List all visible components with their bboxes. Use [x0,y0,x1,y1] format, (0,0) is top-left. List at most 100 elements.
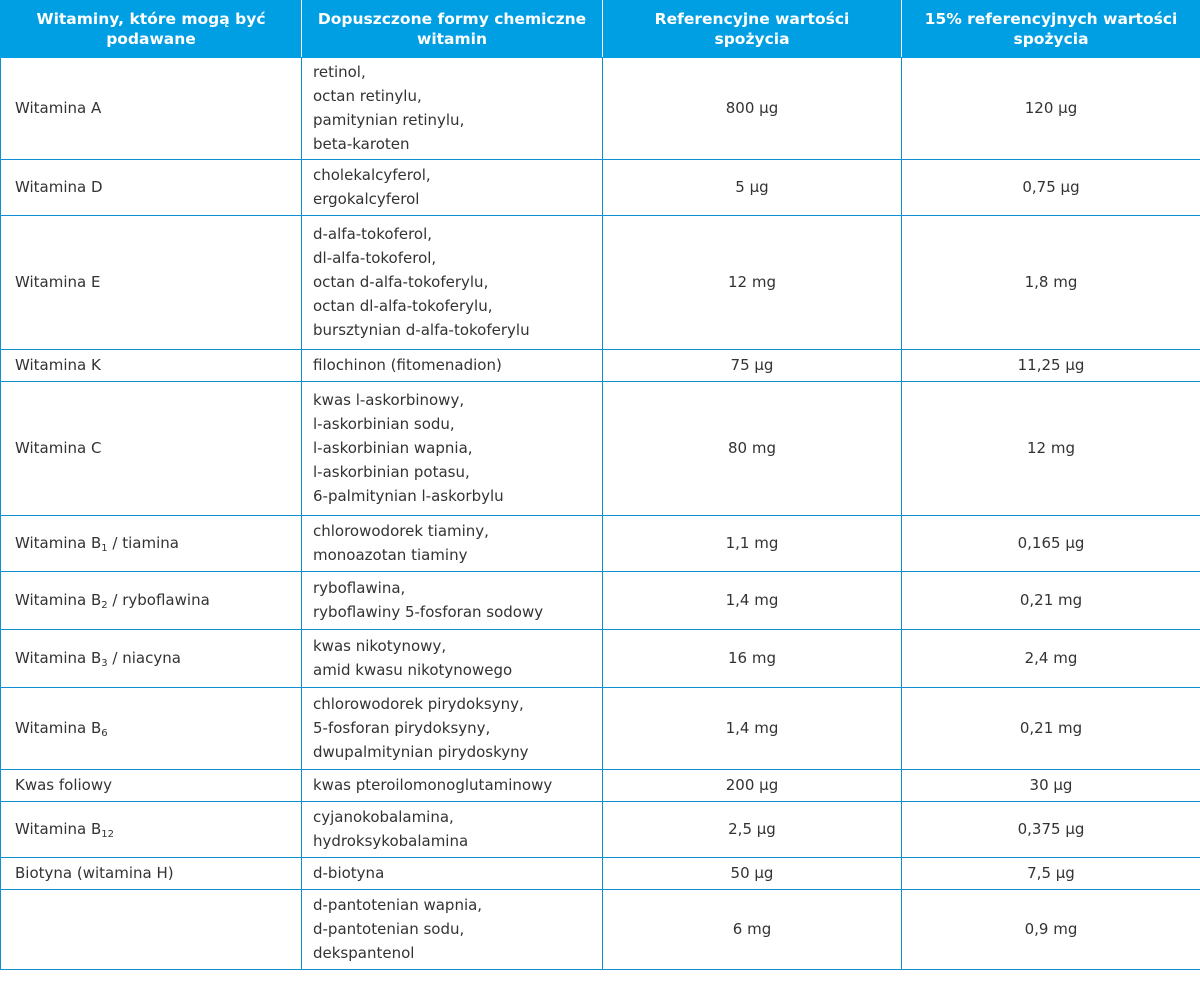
reference-intake-15-value: 12 mg [901,381,1200,516]
reference-intake-value: 2,5 µg [602,801,902,858]
reference-intake-value: 5 µg [602,159,902,216]
vitamin-name-cell: Witamina B12 [0,801,302,858]
chemical-form: chlorowodorek tiaminy, [313,522,489,540]
table-row: Witamina B3 / niacyna kwas nikotynowy, ami… [0,629,1200,688]
reference-intake-value: 800 µg [602,57,902,160]
chemical-form: ryboflawina, [313,579,406,597]
reference-intake-15-value: 0,21 mg [901,687,1200,770]
vitamin-name-cell: Kwas foliowy [0,769,302,802]
table-row: d-pantotenian wapnia, d-pantotenian sodu,… [0,889,1200,970]
chemical-form: 6-palmitynian l-askorbylu [313,487,504,505]
reference-intake-15-value: 0,75 µg [901,159,1200,216]
vitamin-name-subscript: 12 [101,829,115,840]
chemical-forms-cell: chlorowodorek tiaminy, monoazotan tiaminy [301,515,603,572]
vitamin-name-cell: Witamina B6 [0,687,302,770]
vitamin-name: Witamina C [15,439,102,457]
table-row: Witamina C kwas l-askorbinowy, l-askorbini… [0,381,1200,516]
table-row: Witamina B2 / ryboflawina ryboflawina, ryb… [0,571,1200,630]
chemical-form: 5-fosforan pirydoksyny, [313,719,491,737]
vitamin-name: Biotyna (witamina H) [15,864,174,882]
chemical-form: kwas nikotynowy, [313,637,447,655]
chemical-forms-cell: kwas pteroilomonoglutaminowy [301,769,603,802]
reference-intake-15-value: 30 µg [901,769,1200,802]
reference-intake-15-value: 0,165 µg [901,515,1200,572]
vitamin-name-cell: Witamina B1 / tiamina [0,515,302,572]
chemical-form: octan dl-alfa-tokoferylu, [313,297,493,315]
chemical-form: kwas l-askorbinowy, [313,391,465,409]
table-row: Witamina K filochinon (fitomenadion) 75 µg… [0,349,1200,382]
chemical-form: dl-alfa-tokoferol, [313,249,437,267]
chemical-form: d-alfa-tokoferol, [313,225,433,243]
chemical-form: amid kwasu nikotynowego [313,661,513,679]
chemical-form: octan d-alfa-tokoferylu, [313,273,489,291]
chemical-form: cyjanokobalamina, [313,808,454,826]
vitamin-name-suffix: / niacyna [107,649,181,667]
chemical-form: octan retinylu, [313,87,422,105]
chemical-form: l-askorbinian sodu, [313,415,455,433]
header-chemical-forms: Dopuszczone formy chemiczne witamin [301,0,603,58]
reference-intake-value: 75 µg [602,349,902,382]
header-reference-intake: Referencyjne wartości spożycia [602,0,902,58]
chemical-form: monoazotan tiaminy [313,546,468,564]
chemical-form: kwas pteroilomonoglutaminowy [313,776,553,794]
vitamin-name-cell: Witamina B2 / ryboflawina [0,571,302,630]
vitamin-name-cell: Witamina D [0,159,302,216]
header-vitamin: Witaminy, które mogą być podawane [0,0,302,58]
chemical-forms-cell: retinol, octan retinylu, pamitynian retiny… [301,57,603,160]
vitamin-name-cell: Biotyna (witamina H) [0,857,302,890]
reference-intake-15-value: 0,9 mg [901,889,1200,970]
reference-intake-value: 50 µg [602,857,902,890]
chemical-forms-cell: kwas l-askorbinowy, l-askorbinian sodu, l-… [301,381,603,516]
reference-intake-15-value: 120 µg [901,57,1200,160]
table-row: Witamina A retinol, octan retinylu, pamityn… [0,57,1200,160]
chemical-form: d-pantotenian wapnia, [313,896,483,914]
table-header: Witaminy, które mogą być podawane Dopusz… [0,0,1200,58]
table-row: Kwas foliowy kwas pteroilomonoglutaminowy… [0,769,1200,802]
vitamin-name: Kwas foliowy [15,776,112,794]
chemical-form: d-biotyna [313,864,385,882]
chemical-form: dwupalmitynian pirydoskyny [313,743,529,761]
chemical-form: pamitynian retinylu, [313,111,465,129]
vitamin-name-subscript: 2 [101,600,108,611]
chemical-forms-cell: ryboflawina, ryboflawiny 5-fosforan sodow… [301,571,603,630]
reference-intake-value: 1,4 mg [602,571,902,630]
chemical-forms-cell: kwas nikotynowy, amid kwasu nikotynowego [301,629,603,688]
vitamin-name: Witamina B [15,591,102,609]
vitamin-name-cell: Witamina B3 / niacyna [0,629,302,688]
chemical-forms-cell: d-alfa-tokoferol, dl-alfa-tokoferol, octan… [301,215,603,350]
table-body: Witamina A retinol, octan retinylu, pamityn… [0,57,1200,970]
reference-intake-15-value: 1,8 mg [901,215,1200,350]
chemical-form: chlorowodorek pirydoksyny, [313,695,524,713]
vitamin-name: Witamina E [15,273,101,291]
reference-intake-15-value: 11,25 µg [901,349,1200,382]
table-row: Witamina D cholekalcyferol, ergokalcyferol… [0,159,1200,216]
vitamin-name-cell: Witamina K [0,349,302,382]
vitamin-name: Witamina B [15,649,102,667]
reference-intake-15-value: 2,4 mg [901,629,1200,688]
chemical-form: ryboflawiny 5-fosforan sodowy [313,603,544,621]
chemical-form: l-askorbinian potasu, [313,463,470,481]
chemical-forms-cell: chlorowodorek pirydoksyny, 5-fosforan pir… [301,687,603,770]
chemical-form: cholekalcyferol, [313,166,431,184]
vitamin-name-suffix: / ryboflawina [107,591,210,609]
reference-intake-value: 16 mg [602,629,902,688]
reference-intake-value: 1,1 mg [602,515,902,572]
chemical-form: beta-karoten [313,135,410,153]
chemical-forms-cell: cholekalcyferol, ergokalcyferol [301,159,603,216]
reference-intake-value: 6 mg [602,889,902,970]
chemical-form: l-askorbinian wapnia, [313,439,473,457]
chemical-form: bursztynian d-alfa-tokoferylu [313,321,530,339]
chemical-form: dekspantenol [313,944,415,962]
chemical-form: ergokalcyferol [313,190,420,208]
chemical-forms-cell: cyjanokobalamina, hydroksykobalamina [301,801,603,858]
table-row: Biotyna (witamina H) d-biotyna 50 µg 7,5 µg [0,857,1200,890]
chemical-forms-cell: d-pantotenian wapnia, d-pantotenian sodu,… [301,889,603,970]
vitamin-name: Witamina B [15,719,102,737]
vitamin-name-cell: Witamina E [0,215,302,350]
vitamin-name: Witamina D [15,178,103,196]
vitamins-table: Witaminy, które mogą być podawane Dopusz… [0,0,1200,970]
header-15-percent-reference-intake: 15% referencyjnych wartości spożycia [901,0,1200,58]
reference-intake-15-value: 7,5 µg [901,857,1200,890]
vitamin-name: Witamina K [15,356,101,374]
vitamin-name-subscript: 3 [101,658,108,669]
